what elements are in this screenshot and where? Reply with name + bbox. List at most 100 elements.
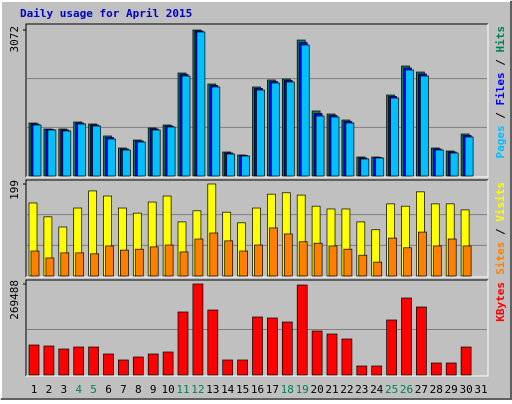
bar	[107, 138, 116, 177]
bar	[300, 44, 310, 177]
bar	[285, 81, 295, 177]
legend-entry: Visits	[494, 182, 507, 222]
bar	[267, 317, 278, 376]
bar	[330, 116, 340, 177]
bar	[32, 124, 42, 177]
legend: Sites / Visits	[494, 182, 507, 275]
panel-shadow	[25, 279, 488, 376]
bar	[373, 261, 383, 277]
bar	[416, 306, 427, 376]
bar	[447, 238, 457, 277]
bar	[222, 359, 234, 376]
bar	[73, 346, 85, 376]
bar	[43, 345, 55, 376]
bar	[28, 344, 40, 376]
bar	[449, 152, 459, 177]
x-tick-label: 15	[236, 383, 249, 396]
x-tick-label: 27	[415, 383, 428, 396]
bar	[194, 238, 204, 277]
bar	[151, 129, 161, 177]
bar	[166, 126, 176, 177]
bar	[315, 115, 325, 177]
x-tick-label: 7	[120, 383, 127, 396]
y-tick-label: 3072	[8, 26, 21, 53]
bar	[271, 82, 280, 177]
bar	[343, 248, 353, 277]
bar	[298, 241, 308, 277]
x-tick-label: 10	[161, 383, 174, 396]
x-tick-label: 11	[176, 383, 189, 396]
bar	[77, 123, 87, 177]
x-tick-label: 5	[90, 383, 97, 396]
x-tick-label: 13	[206, 383, 219, 396]
bar	[405, 69, 414, 177]
bar	[75, 252, 85, 277]
x-tick-label: 20	[310, 383, 323, 396]
bar	[47, 129, 57, 177]
bar	[358, 254, 368, 277]
bar	[326, 333, 338, 376]
x-tick-label: 30	[459, 383, 472, 396]
bar	[430, 362, 442, 376]
bar	[283, 233, 293, 277]
bar	[118, 359, 129, 376]
bar	[122, 149, 131, 177]
x-tick-label: 12	[191, 383, 204, 396]
bar	[226, 153, 236, 177]
legend-entry: Hits	[494, 26, 507, 53]
bar	[464, 136, 474, 177]
bar	[105, 245, 114, 277]
legend-entry: Pages	[494, 125, 507, 158]
bar	[179, 251, 189, 277]
bar	[224, 240, 234, 277]
x-tick-label: 28	[430, 383, 443, 396]
bar	[30, 250, 40, 277]
bar	[371, 365, 383, 376]
bar	[92, 125, 101, 177]
bar	[147, 353, 159, 376]
panel-shadow	[25, 23, 488, 177]
bar	[256, 89, 265, 177]
bar	[62, 130, 72, 177]
bar	[181, 75, 191, 177]
bar	[388, 237, 397, 277]
bar	[209, 232, 219, 277]
bar	[420, 75, 429, 177]
x-tick-label: 29	[445, 383, 458, 396]
bar	[313, 242, 323, 277]
chart-title: Daily usage for April 2015	[20, 7, 192, 20]
legend-entry: KBytes	[494, 282, 507, 322]
bar	[460, 346, 472, 376]
panel-shadow	[25, 179, 488, 277]
panel-highlight	[26, 280, 489, 377]
y-tick-label: 199	[8, 180, 21, 200]
bar	[328, 245, 338, 277]
bar	[149, 246, 159, 277]
bar	[134, 248, 144, 277]
bar	[462, 245, 472, 277]
bar	[162, 351, 174, 376]
bar	[356, 365, 368, 376]
bar	[136, 141, 146, 177]
bar	[196, 31, 206, 177]
bar	[237, 359, 248, 376]
bar	[241, 155, 250, 177]
bar	[252, 316, 263, 376]
bar	[45, 257, 55, 277]
x-tick-label: 9	[150, 383, 157, 396]
bar	[207, 309, 219, 376]
bar	[386, 319, 397, 376]
x-tick-label: 18	[281, 383, 294, 396]
bar	[211, 86, 221, 177]
bar	[401, 297, 412, 376]
x-tick-label: 17	[266, 383, 279, 396]
x-tick-label: 26	[400, 383, 413, 396]
bar	[132, 356, 144, 376]
legend-separator: /	[494, 53, 507, 73]
bar	[239, 250, 248, 277]
x-tick-label: 21	[325, 383, 338, 396]
x-tick-label: 23	[355, 383, 368, 396]
bar	[345, 122, 355, 177]
